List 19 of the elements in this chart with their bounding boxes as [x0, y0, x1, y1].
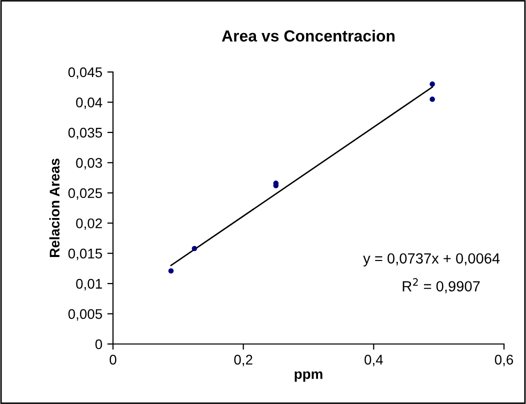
y-tick-label: 0,03	[76, 158, 102, 170]
x-tick-label: 0,2	[234, 354, 252, 366]
y-axis-title: Relacion Areas	[49, 158, 60, 257]
y-tick-label: 0,015	[68, 248, 102, 260]
annotation: R$^{2}$ = 0,9907	[402, 278, 480, 294]
x-tick-label: 0,4	[364, 354, 383, 366]
y-tick-label: 0,02	[76, 218, 102, 230]
x-axis-title: ppm	[294, 371, 322, 382]
annotation: y = 0,0737x + 0,0064	[363, 253, 500, 266]
y-tick-label: 0,04	[76, 98, 102, 110]
x-tick-label: 0,6	[494, 354, 514, 366]
y-tick-label: 0	[95, 339, 102, 350]
y-tick-label: 0,025	[68, 188, 102, 200]
x-tick-label: 0	[110, 354, 116, 365]
y-tick-label: 0,01	[76, 278, 102, 290]
y-tick-label: 0,035	[68, 128, 102, 140]
chart-title: Area vs Concentracion	[222, 30, 395, 42]
y-tick-label: 0,045	[68, 67, 102, 79]
y-tick-label: 0,005	[68, 309, 102, 321]
